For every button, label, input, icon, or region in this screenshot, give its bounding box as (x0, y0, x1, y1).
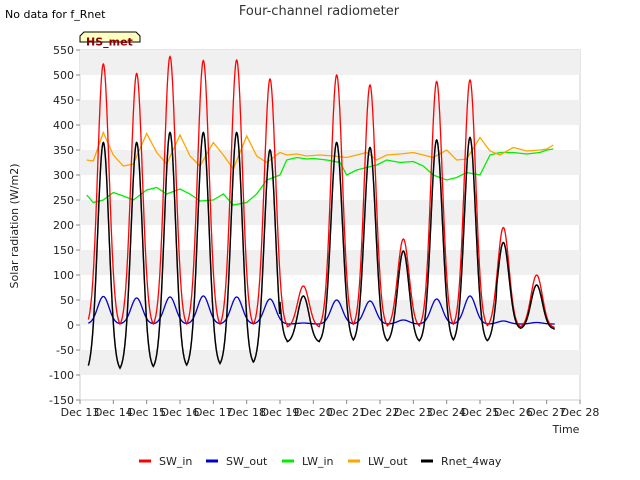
legend-label-sw_out: SW_out (226, 455, 268, 468)
legend: SW_in SW_out LW_in LW_out Rnet_4way (139, 455, 502, 468)
y-tick-label: -100 (49, 369, 74, 382)
y-tick-label: 400 (53, 119, 74, 132)
y-axis-ticks: -150 -100 -50 0 50 100 150 200 250 300 350 400 450 50… (49, 44, 80, 407)
y-axis-label: Solar radiation (W/m2) (8, 163, 21, 288)
grid-band (80, 50, 580, 75)
y-tick-label: 150 (53, 244, 74, 257)
y-tick-label: 100 (53, 269, 74, 282)
x-tick-label: Dec 15 (127, 406, 166, 419)
y-tick-label: 300 (53, 169, 74, 182)
x-tick-label: Dec 13 (61, 406, 100, 419)
y-tick-label: 450 (53, 94, 74, 107)
grid-band (80, 100, 580, 125)
legend-label-rnet_4way: Rnet_4way (441, 455, 502, 468)
series-line-sw_out (88, 295, 555, 325)
y-tick-label: 250 (53, 194, 74, 207)
y-tick-label: 550 (53, 44, 74, 57)
x-tick-label: Dec 18 (227, 406, 266, 419)
grid-band (80, 150, 580, 175)
y-tick-label: 350 (53, 144, 74, 157)
x-tick-label: Dec 17 (194, 406, 233, 419)
x-tick-label: Dec 24 (427, 406, 466, 419)
x-tick-label: Dec 19 (261, 406, 300, 419)
y-tick-label: 200 (53, 219, 74, 232)
series-line-sw_in (87, 55, 555, 329)
chart-title: Four-channel radiometer (239, 4, 400, 19)
legend-label-sw_in: SW_in (159, 455, 192, 468)
x-tick-label: Dec 22 (361, 406, 400, 419)
y-tick-label: 50 (60, 294, 74, 307)
y-tick-label: -150 (49, 394, 74, 407)
legend-label-lw_in: LW_in (302, 455, 334, 468)
x-tick-label: Dec 16 (161, 406, 200, 419)
x-tick-label: Dec 26 (494, 406, 533, 419)
x-tick-label: Dec 27 (527, 406, 566, 419)
x-tick-label: Dec 23 (394, 406, 433, 419)
y-tick-label: 500 (53, 69, 74, 82)
grid-band (80, 350, 580, 375)
y-tick-label: 0 (67, 319, 74, 332)
site-badge: HS_met (79, 31, 141, 49)
legend-label-lw_out: LW_out (368, 455, 408, 468)
x-axis-label: Time (552, 423, 580, 436)
no-data-note: No data for f_Rnet (5, 8, 106, 21)
x-tick-label: Dec 28 (561, 406, 600, 419)
x-tick-label: Dec 25 (461, 406, 500, 419)
x-tick-label: Dec 20 (294, 406, 333, 419)
y-tick-label: -50 (56, 344, 74, 357)
x-tick-label: Dec 14 (94, 406, 133, 419)
site-badge-label: HS_met (86, 36, 133, 49)
series-line-lw_out (86, 130, 554, 171)
series-lines (86, 55, 555, 370)
x-tick-label: Dec 21 (327, 406, 366, 419)
series-line-rnet_4way (87, 131, 555, 370)
